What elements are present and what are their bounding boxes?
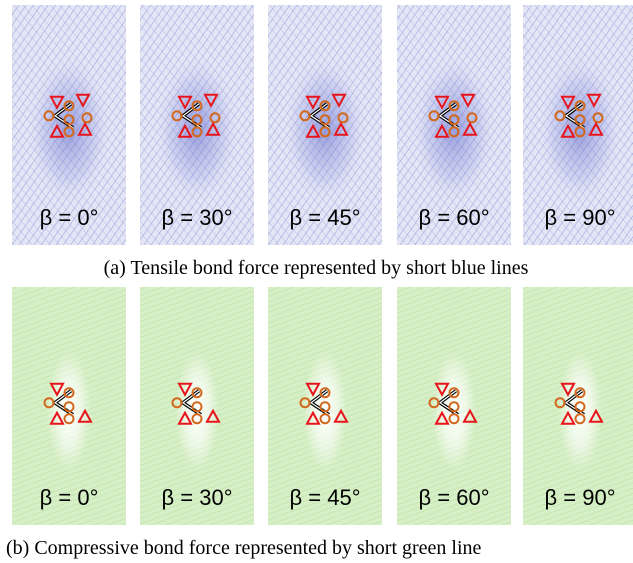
panel-label: β = 0°: [40, 205, 99, 230]
panel-label: β = 60°: [419, 205, 490, 230]
panel-label: β = 30°: [162, 485, 233, 510]
panel: β = 0°: [12, 5, 126, 245]
panel: β = 60°: [397, 287, 511, 525]
stress-core: [152, 50, 242, 210]
panel: β = 0°: [12, 287, 126, 525]
panel: β = 60°: [397, 5, 511, 245]
panel-label: β = 45°: [290, 485, 361, 510]
panel-label: β = 45°: [290, 205, 361, 230]
panel-label: β = 90°: [545, 485, 616, 510]
panel: β = 30°: [140, 287, 254, 525]
panel-label: β = 30°: [162, 205, 233, 230]
caption: (b) Compressive bond force represented b…: [6, 537, 482, 559]
figure: β = 0° β = 30° β = 45° β = 60° β = 90° (a) Te…: [0, 0, 633, 563]
panel-label: β = 90°: [545, 205, 616, 230]
stress-core: [24, 50, 114, 210]
stress-core: [280, 50, 370, 210]
caption: (a) Tensile bond force represented by sh…: [104, 257, 529, 279]
panel: β = 90°: [523, 5, 633, 245]
stress-core: [409, 50, 499, 210]
panel: β = 90°: [523, 287, 633, 525]
panel: β = 45°: [268, 287, 382, 525]
panel-label: β = 60°: [419, 485, 490, 510]
stress-core: [535, 50, 625, 210]
panel: β = 30°: [140, 5, 254, 245]
panel-label: β = 0°: [40, 485, 99, 510]
panel: β = 45°: [268, 5, 382, 245]
